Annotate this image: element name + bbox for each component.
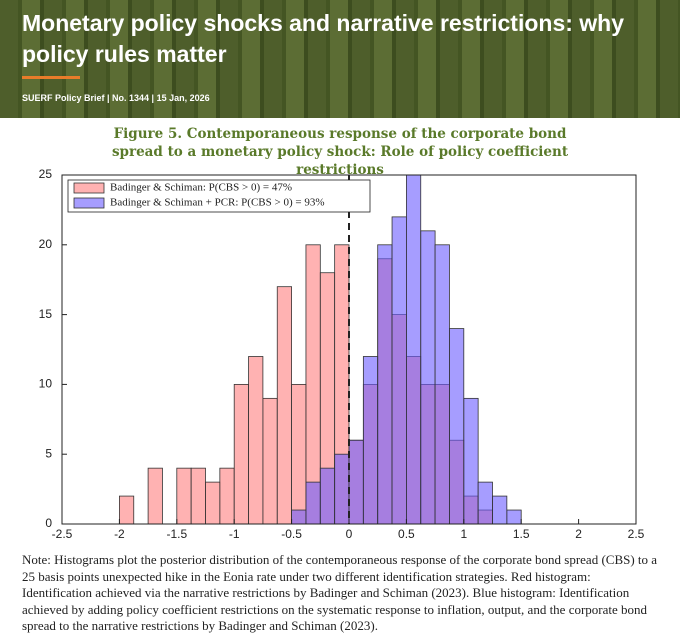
histogram-bar <box>391 216 407 525</box>
brief-meta: SUERF Policy Brief | No. 1344 | 15 Jan, … <box>22 93 210 103</box>
histogram-bar <box>205 481 221 525</box>
y-tick-label: 0 <box>45 516 52 530</box>
histogram-bar <box>276 286 293 525</box>
histogram-bar <box>291 383 307 525</box>
x-tick-label: 1.5 <box>513 527 530 541</box>
histogram-bar <box>348 439 364 525</box>
chart: -2.5 -2 -1.5 -1 -0.5 0 0.5 1 1.5 2 2.5 0 5 10 15 20 25 Ba… <box>39 167 645 541</box>
x-tick-label: 0.5 <box>398 527 415 541</box>
x-tick-label: 0 <box>346 527 353 541</box>
histogram-bar <box>477 481 493 525</box>
histogram-bar <box>319 467 336 525</box>
histogram-bar <box>449 328 465 525</box>
histogram-bar <box>119 495 135 525</box>
histogram-bar <box>147 467 163 525</box>
histogram-bar <box>219 467 235 525</box>
page-title: Monetary policy shocks and narrative res… <box>22 10 625 67</box>
histogram-bar <box>190 467 206 525</box>
histogram-bar <box>492 495 508 525</box>
histogram-bar <box>463 397 479 525</box>
histogram-bar <box>377 244 393 525</box>
y-tick-label: 5 <box>45 446 52 460</box>
y-tick-label: 10 <box>39 377 53 391</box>
histogram-bar <box>334 453 350 525</box>
histogram-bar <box>305 481 321 525</box>
histogram-bar <box>176 467 192 525</box>
x-tick-label: 1 <box>460 527 467 541</box>
x-tick-label: -2.5 <box>52 527 73 541</box>
x-tick-label: 2.5 <box>628 527 645 541</box>
histogram-bar <box>291 509 307 525</box>
x-tick-label: -0.5 <box>281 527 302 541</box>
histogram-bar <box>248 356 264 525</box>
x-tick-label: -2 <box>114 527 125 541</box>
header-shade <box>0 0 680 118</box>
histogram-bar <box>506 509 522 525</box>
histogram-bar <box>405 174 422 525</box>
y-tick-label: 15 <box>39 307 53 321</box>
y-tick-label: 20 <box>39 237 53 251</box>
x-tick-label: 2 <box>575 527 582 541</box>
y-tick-label: 25 <box>39 167 53 181</box>
legend: Badinger & Schiman: P(CBS > 0) = 47% Badi… <box>67 179 371 213</box>
legend-label: Badinger & Schiman: P(CBS > 0) = 47% <box>110 182 292 194</box>
title-underline <box>22 76 80 79</box>
histogram-bar <box>434 244 450 525</box>
x-tick-label: -1.5 <box>166 527 187 541</box>
histogram-bar <box>420 230 436 525</box>
histogram-bar <box>233 383 249 525</box>
histogram-bar <box>262 397 278 525</box>
legend-swatch <box>73 197 105 209</box>
legend-box <box>67 179 371 213</box>
legend-label: Badinger & Schiman + PCR: P(CBS > 0) = 9… <box>110 197 324 209</box>
header: Monetary policy shocks and narrative res… <box>0 0 680 118</box>
figure-note: Note: Histograms plot the posterior dist… <box>22 552 658 633</box>
legend-swatch <box>73 182 105 194</box>
figure-title: Figure 5. Contemporaneous response of th… <box>111 126 569 178</box>
x-tick-label: -1 <box>229 527 240 541</box>
histogram-bar <box>362 356 379 525</box>
